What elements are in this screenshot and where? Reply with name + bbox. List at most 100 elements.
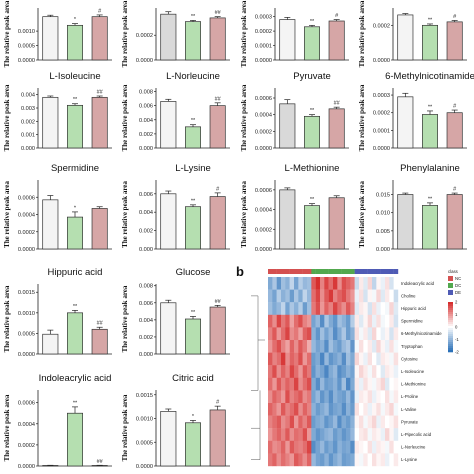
heatmap-cell — [281, 365, 286, 378]
y-tick-label: 0.0006 — [255, 188, 272, 194]
heatmap-cell — [320, 327, 325, 341]
heatmap-cell — [385, 403, 390, 416]
chart-title: Citric acid — [172, 373, 214, 384]
heatmap-cell — [285, 390, 290, 404]
heatmap-cell — [311, 327, 316, 341]
heatmap-cell — [333, 428, 338, 441]
y-tick-label: 0.000 — [139, 247, 153, 253]
heatmap-cell — [359, 314, 364, 328]
heatmap-cell — [380, 365, 386, 378]
heatmap-cell — [311, 403, 316, 416]
bar-chart-glucose: Glucose The relative peak area 0.008 0.006 0… — [121, 267, 230, 358]
class-annotation-cell — [393, 269, 399, 274]
color-scale-step — [448, 338, 453, 341]
heatmap-cell — [337, 453, 342, 467]
heatmap-cell — [294, 440, 299, 454]
heatmap-cell — [320, 314, 325, 328]
heatmap-cell — [359, 428, 364, 441]
heatmap-cell — [268, 289, 273, 303]
heatmap-cell — [341, 415, 347, 429]
heatmap-cell — [276, 428, 282, 441]
heatmap-cell — [393, 289, 399, 303]
heatmap-row-label: Spermidine — [401, 319, 423, 324]
heatmap-cell — [333, 327, 338, 341]
bar-chart-indoleacrylic-acid: Indoleacrylic acid The relative peak area… — [3, 373, 112, 470]
heatmap-cell — [389, 377, 394, 391]
significance-mark: ** — [73, 97, 78, 103]
class-annotation-cell — [307, 269, 312, 274]
significance-mark: ** — [73, 400, 78, 406]
heatmap-cell — [268, 403, 273, 416]
y-tick-label: 0.002 — [139, 132, 153, 138]
heatmap-cell — [367, 440, 373, 454]
class-annotation-cell — [276, 269, 282, 274]
heatmap-cell — [320, 428, 325, 441]
significance-mark: # — [453, 187, 457, 193]
heatmap-cell — [346, 277, 351, 290]
heatmap-cell — [354, 352, 360, 366]
heatmap-cell — [393, 365, 399, 378]
heatmap-cell — [359, 440, 364, 454]
heatmap-cell — [294, 415, 299, 429]
color-scale-step — [448, 346, 453, 349]
heatmap-cell — [393, 277, 399, 290]
bar-chart-r1c4: The relative peak area 0.0002 0.0000 ** # — [358, 0, 467, 67]
y-tick-label: 0.000 — [21, 146, 35, 152]
bar — [446, 112, 463, 149]
heatmap-cell — [359, 377, 364, 391]
heatmap-cell — [285, 340, 290, 353]
class-annotation-cell — [376, 269, 381, 274]
heatmap-cell — [363, 302, 368, 315]
heatmap-cell — [372, 352, 377, 366]
significance-mark: ## — [334, 101, 341, 107]
heatmap-cell — [320, 453, 325, 467]
heatmap-cell — [328, 314, 334, 328]
heatmap-cell — [324, 403, 329, 416]
y-tick-label: 0.0004 — [255, 208, 272, 214]
heatmap-row-label: L-Proline — [401, 394, 419, 399]
heatmap-cell — [341, 440, 347, 454]
heatmap-cell — [324, 327, 329, 341]
heatmap-cell — [285, 289, 290, 303]
chart-title: Indoleacrylic acid — [39, 373, 112, 384]
heatmap-cell — [372, 327, 377, 341]
bar — [422, 24, 438, 61]
heatmap-cell — [337, 352, 342, 366]
heatmap-cell — [367, 289, 373, 303]
color-scale-step — [448, 302, 453, 305]
heatmap-cell — [393, 403, 399, 416]
heatmap-cell — [359, 327, 364, 341]
heatmap-cell — [276, 365, 282, 378]
heatmap-cell — [367, 340, 373, 353]
y-tick-label: 0.0006 — [18, 401, 35, 407]
heatmap-cell — [302, 453, 308, 467]
heatmap-cell — [289, 403, 295, 416]
heatmap-cell — [298, 415, 303, 429]
heatmap-cell — [311, 415, 316, 429]
heatmap-cell — [268, 302, 273, 315]
heatmap-cell — [302, 390, 308, 404]
heatmap-cell — [298, 352, 303, 366]
heatmap-cell — [276, 403, 282, 416]
heatmap-cell — [320, 390, 325, 404]
class-annotation-cell — [328, 269, 334, 274]
bar — [328, 108, 345, 149]
y-tick-label: 0.0002 — [255, 29, 272, 35]
heatmap-cell — [289, 415, 295, 429]
heatmap-cell — [380, 377, 386, 391]
significance-mark: ** — [428, 17, 433, 23]
legend-swatch — [448, 276, 453, 281]
heatmap-cell — [272, 352, 277, 366]
y-tick-label: 0.006 — [139, 192, 153, 198]
heatmap-cell — [354, 390, 360, 404]
heatmap-cell — [354, 302, 360, 315]
color-scale-step — [448, 316, 453, 319]
heatmap-cell — [372, 340, 377, 353]
heatmap-cell — [372, 289, 377, 303]
heatmap-cell — [341, 390, 347, 404]
heatmap-cell — [272, 415, 277, 429]
heatmap-cell — [294, 365, 299, 378]
y-tick-label: 0.004 — [139, 210, 153, 216]
y-tick-label: 0.0010 — [18, 311, 35, 317]
heatmap-cell — [376, 440, 381, 454]
